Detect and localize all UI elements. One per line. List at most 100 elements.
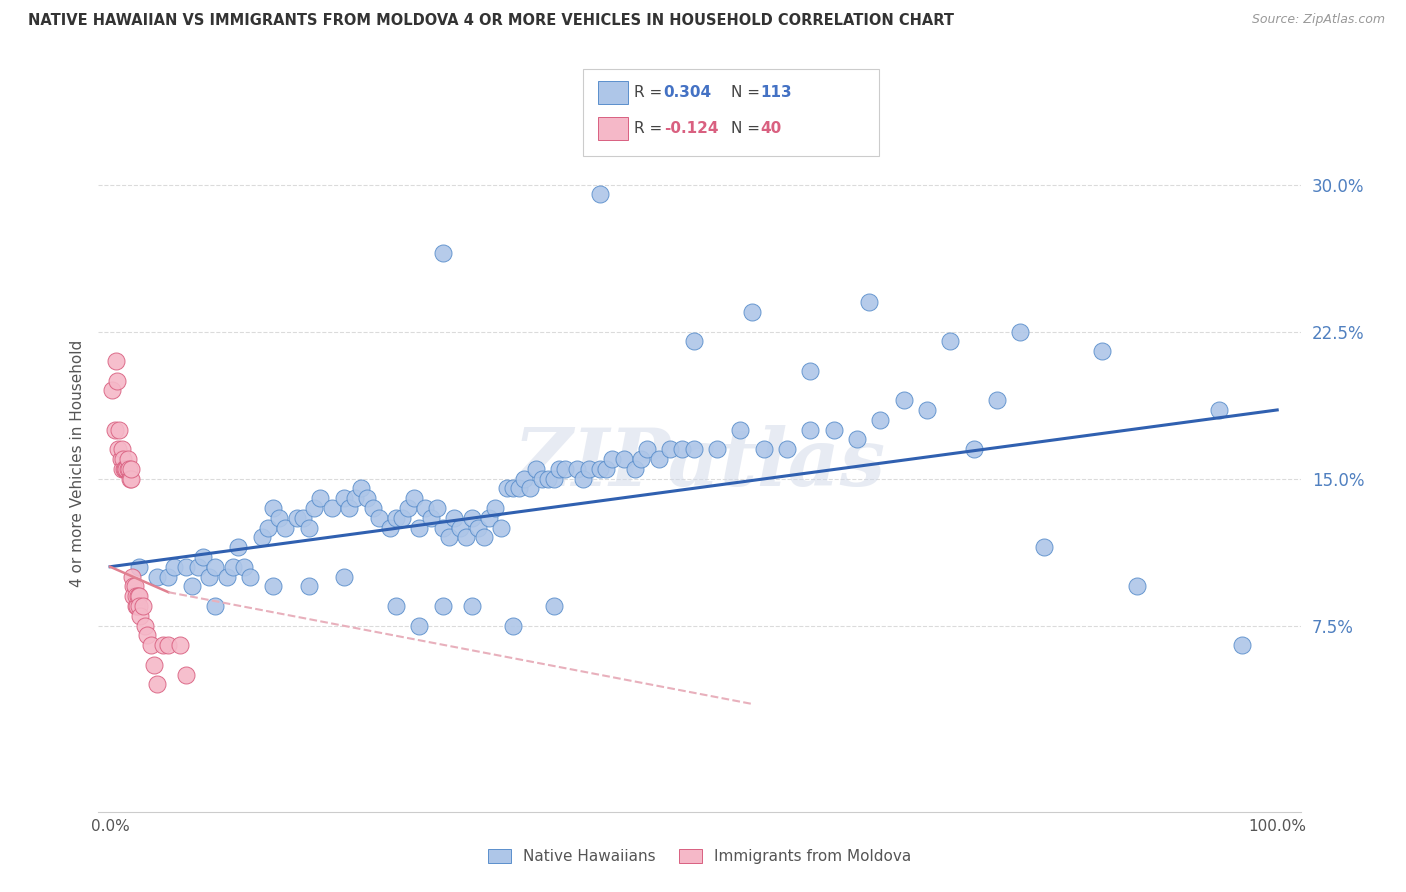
Point [146,677,169,691]
Point [117,452,139,467]
Point [174,559,197,574]
Point [571,471,593,485]
Point [169,638,191,652]
Point [356,491,378,505]
Point [321,500,343,515]
Point [291,510,314,524]
Point [125,599,148,613]
Point [385,510,408,524]
Point [112,461,135,475]
Point [454,530,477,544]
Point [1010,325,1032,339]
Point [239,569,262,583]
Point [600,452,623,467]
Point [107,442,129,457]
Point [636,442,658,457]
Text: 40: 40 [761,121,782,136]
Point [1230,638,1253,652]
Point [337,500,360,515]
Point [101,384,124,398]
Point [776,442,799,457]
Point [108,423,131,437]
Point [589,461,612,475]
Text: 113: 113 [761,86,792,100]
Point [146,569,169,583]
Point [647,452,669,467]
Point [396,500,419,515]
Point [682,442,704,457]
Point [122,579,145,593]
Text: R =: R = [634,121,668,136]
Point [304,500,326,515]
Point [263,579,285,593]
Point [118,471,141,485]
Point [332,491,354,505]
Point [730,423,752,437]
Point [110,452,132,467]
Text: R =: R = [634,86,668,100]
Point [143,657,166,672]
Point [104,354,127,368]
Point [114,461,136,475]
Point [530,471,553,485]
Point [508,481,530,495]
Point [180,579,202,593]
Point [157,569,180,583]
Point [408,520,430,534]
Point [484,500,506,515]
Point [128,559,150,574]
Point [221,559,243,574]
Point [105,374,128,388]
Point [385,599,408,613]
Point [136,628,159,642]
Point [269,510,291,524]
Point [489,520,512,534]
Point [939,334,962,349]
Point [478,510,501,524]
Point [858,295,880,310]
Point [426,500,449,515]
Point [461,510,484,524]
Point [361,500,384,515]
Point [915,403,938,417]
Point [120,461,142,475]
Point [630,452,652,467]
Y-axis label: 4 or more Vehicles in Household: 4 or more Vehicles in Household [69,340,84,588]
Point [461,599,484,613]
Point [380,520,402,534]
Point [706,442,728,457]
Point [367,510,389,524]
Point [128,589,150,603]
Point [118,461,141,475]
Point [543,599,565,613]
Point [963,442,986,457]
Point [187,559,209,574]
Point [869,413,891,427]
Point [752,442,775,457]
Point [391,510,413,524]
Point [893,393,915,408]
Point [799,423,821,437]
Point [250,530,273,544]
Point [986,393,1008,408]
Point [125,599,148,613]
Point [682,334,704,349]
Point [174,667,197,681]
Point [402,491,425,505]
Point [124,579,146,593]
Point [420,510,443,524]
Point [408,618,430,632]
Point [132,599,155,613]
Point [297,579,319,593]
Point [496,481,519,495]
Point [309,491,332,505]
Point [228,540,250,554]
Point [139,638,162,652]
Point [157,638,180,652]
Text: Source: ZipAtlas.com: Source: ZipAtlas.com [1251,13,1385,27]
Point [502,618,524,632]
Point [437,530,460,544]
Point [115,461,138,475]
Point [624,461,647,475]
Point [120,471,142,485]
